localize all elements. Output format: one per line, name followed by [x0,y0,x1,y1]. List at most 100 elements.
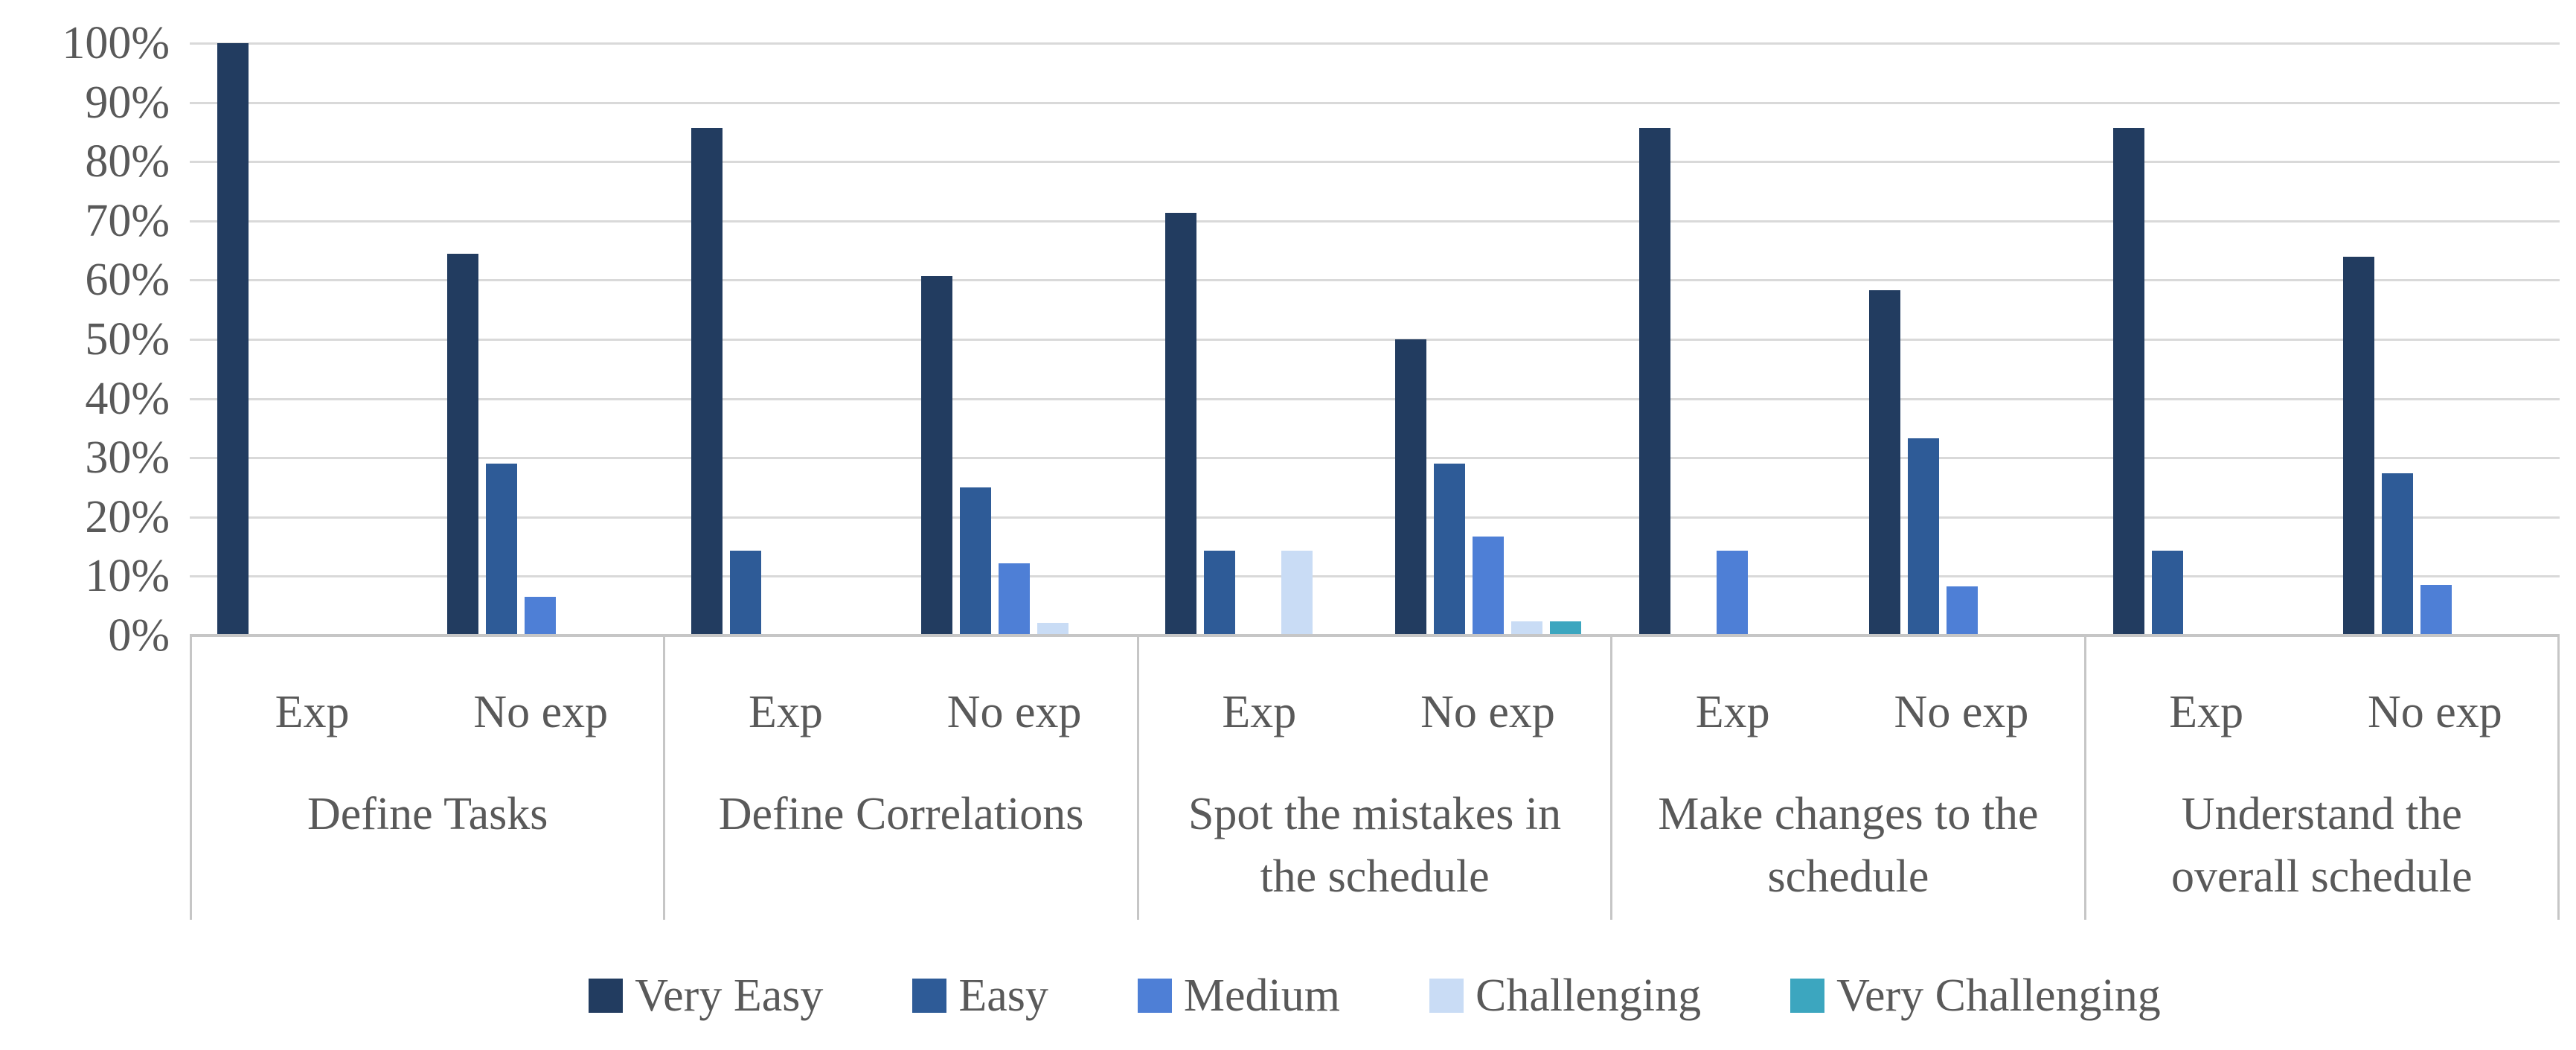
x-subgroup-label: Exp [275,687,350,737]
gridline [190,279,2560,281]
x-axis-label-area: Exp No exp Define Tasks Exp No exp Define Cor… [190,637,2560,920]
bar [730,551,762,636]
gridline [190,102,2560,104]
legend-swatch-icon [1790,979,1825,1013]
x-subgroup-label: Exp [1695,687,1770,737]
bar [1908,438,1940,636]
bar-group [2086,43,2560,636]
x-subgroup-label: Exp [748,687,823,737]
bar [1550,621,1582,636]
bar-group [1612,43,2086,636]
gridline [190,575,2560,577]
legend-label: Very Challenging [1836,970,2161,1021]
y-tick-label: 20% [85,492,170,542]
legend-swatch-icon [912,979,947,1013]
legend-item: Medium [1137,970,1340,1022]
bar [2152,551,2184,636]
y-tick-label: 0% [108,610,170,661]
bar [1037,623,1069,636]
x-group-cell: Exp No exp Define Tasks [190,637,663,920]
legend-swatch-icon [589,979,624,1013]
bar [525,597,557,636]
x-subgroup-label: No exp [473,687,609,737]
legend-item: Challenging [1429,970,1701,1022]
bar-group [1138,43,1612,636]
y-tick-label: 50% [85,314,170,365]
bar [691,127,723,636]
gridline [190,516,2560,519]
y-tick-label: 60% [85,255,170,305]
gridline [190,161,2560,163]
legend-swatch-icon [1137,979,1172,1013]
x-group-cell: Exp No exp Make changes to the schedule [1610,637,2083,920]
gridline [190,457,2560,459]
y-tick-label: 80% [85,136,170,187]
bar [1204,551,1236,636]
x-category-label: Define Correlations [718,789,1084,839]
legend-item: Easy [912,970,1048,1022]
bar-cluster [447,43,633,636]
bar [1473,537,1505,636]
x-category-label: Define Tasks [307,789,548,839]
y-tick-label: 10% [85,551,170,601]
x-subgroup-label: No exp [946,687,1082,737]
legend-label: Easy [958,970,1048,1021]
bar [217,43,249,636]
x-category-label: Spot the mistakes in the schedule [1188,789,1562,902]
y-tick-label: 100% [62,18,170,68]
y-axis-tick-labels: 100% 90% 80% 70% 60% 50% 40% 30% 20% 10% 0% [0,20,170,659]
bar [1511,621,1543,636]
gridline [190,339,2560,341]
bar-cluster [2113,43,2299,636]
legend-item: Very Challenging [1790,970,2161,1022]
x-category-label: Understand the overall schedule [2171,789,2473,902]
bar [2420,585,2452,636]
bar [960,487,992,636]
legend-label: Challenging [1476,970,1702,1021]
bar [999,563,1031,636]
bar-groups [190,43,2560,636]
legend-label: Very Easy [635,970,824,1021]
legend-label: Medium [1183,970,1340,1021]
x-category-label: Make changes to the schedule [1658,789,2039,902]
bar-group [664,43,1138,636]
y-tick-label: 70% [85,196,170,246]
x-group-cell: Exp No exp Understand the overall schedule [2083,637,2560,920]
bar-cluster [2343,43,2529,636]
gridlines [190,42,2560,636]
bar [1869,289,1901,636]
x-axis-line [190,634,2560,637]
x-group-cell: Exp No exp Define Correlations [663,637,1136,920]
bar-cluster [1395,43,1582,636]
bar [1717,551,1749,636]
bar [1281,551,1313,636]
bar [1395,339,1427,636]
gridline [190,398,2560,400]
gridline [190,42,2560,45]
bar [486,464,518,636]
y-tick-label: 40% [85,374,170,424]
y-tick-label: 30% [85,432,170,483]
legend-item: Very Easy [589,970,823,1022]
bar-cluster [921,43,1107,636]
bar [2382,473,2414,636]
bar-cluster [217,43,403,636]
bar-group [190,43,664,636]
bar [2113,127,2145,636]
bar-cluster [1639,43,1825,636]
bar [2343,257,2375,636]
bar [447,253,479,636]
bar [1947,586,1979,636]
legend: Very Easy Easy Medium Challenging Very Chall… [190,958,2560,1033]
plot-area [190,42,2560,636]
x-group-cell: Exp No exp Spot the mistakes in the schedu… [1136,637,1610,920]
bar-cluster [1869,43,2055,636]
x-subgroup-label: Exp [2169,687,2244,737]
legend-swatch-icon [1429,979,1464,1013]
bar-cluster [691,43,877,636]
bar [1434,464,1466,636]
x-subgroup-label: No exp [1894,687,2029,737]
bar [1639,127,1671,636]
y-tick-label: 90% [85,77,170,128]
